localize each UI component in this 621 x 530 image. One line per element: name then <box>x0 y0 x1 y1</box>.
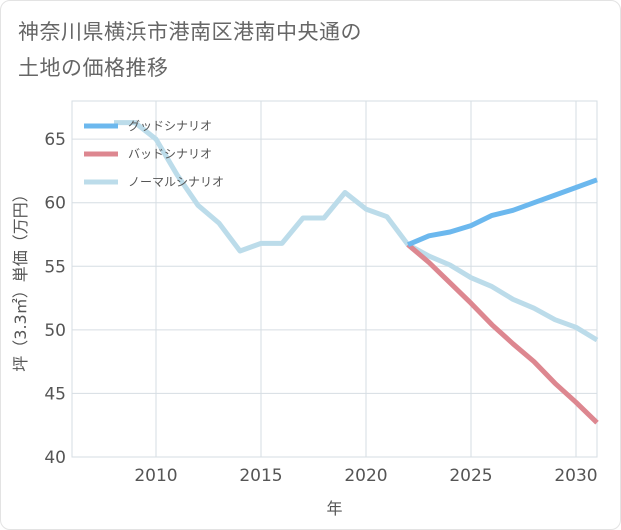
series-lines <box>114 120 599 425</box>
series-line-3 <box>114 120 599 343</box>
chart-title-line-1: 神奈川県横浜市港南区港南中央通の <box>18 20 362 44</box>
chart-title-line-2: 土地の価格推移 <box>18 56 169 80</box>
y-tick-label: 50 <box>44 321 66 341</box>
axis-ticks: 2010 2015 2020 2025 2030 40 45 50 55 60 65 <box>44 130 597 486</box>
x-tick-label: 2030 <box>554 466 597 486</box>
y-tick-label: 45 <box>44 384 66 404</box>
y-tick-label: 65 <box>44 130 66 150</box>
x-axis-title: 年 <box>326 499 342 518</box>
x-tick-label: 2025 <box>449 466 492 486</box>
plot-area <box>71 100 598 458</box>
legend-label: バッドシナリオ <box>128 147 212 161</box>
y-tick-label: 60 <box>44 194 66 214</box>
x-tick-label: 2020 <box>344 466 387 486</box>
series-line-2 <box>406 242 599 425</box>
legend-label: グッドシナリオ <box>128 119 212 133</box>
legend-label: ノーマルシナリオ <box>128 175 224 189</box>
x-tick-label: 2015 <box>239 466 282 486</box>
y-tick-label: 55 <box>44 257 66 277</box>
y-tick-label: 40 <box>44 448 66 468</box>
chart-title: 神奈川県横浜市港南区港南中央通の 土地の価格推移 <box>18 14 362 86</box>
y-axis-title: 坪（3.3㎡）単価（万円） <box>11 186 30 371</box>
series-line-1 <box>407 177 598 248</box>
x-tick-label: 2010 <box>134 466 177 486</box>
